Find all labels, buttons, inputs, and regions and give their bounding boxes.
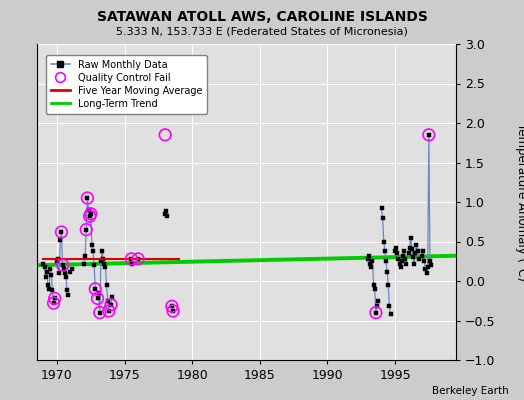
Point [83, 195, 92, 201]
Point [127, 256, 136, 262]
Point [49, 300, 58, 306]
Point [86, 211, 95, 217]
Text: SATAWAN ATOLL AWS, CAROLINE ISLANDS: SATAWAN ATOLL AWS, CAROLINE ISLANDS [96, 10, 428, 24]
Point [105, 308, 113, 314]
Point [161, 132, 169, 138]
Point [57, 229, 66, 235]
Point [168, 303, 176, 310]
Point [93, 295, 102, 302]
Text: Berkeley Earth: Berkeley Earth [432, 386, 508, 396]
Y-axis label: Temperature Anomaly (°C): Temperature Anomaly (°C) [515, 123, 524, 281]
Point [82, 226, 91, 233]
Point [95, 310, 104, 316]
Point [85, 213, 94, 220]
Legend: Raw Monthly Data, Quality Control Fail, Five Year Moving Average, Long-Term Tren: Raw Monthly Data, Quality Control Fail, … [46, 55, 207, 114]
Point [424, 132, 433, 138]
Point [372, 310, 380, 316]
Point [169, 308, 177, 314]
Point [50, 295, 59, 302]
Point [58, 262, 67, 268]
Text: 5.333 N, 153.733 E (Federated States of Micronesia): 5.333 N, 153.733 E (Federated States of … [116, 26, 408, 36]
Point [91, 286, 100, 292]
Point [107, 302, 115, 308]
Point [134, 256, 143, 262]
